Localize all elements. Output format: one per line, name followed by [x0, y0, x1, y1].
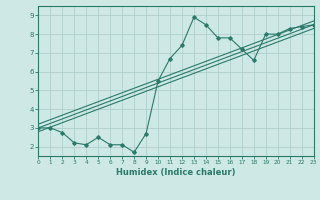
X-axis label: Humidex (Indice chaleur): Humidex (Indice chaleur): [116, 168, 236, 177]
